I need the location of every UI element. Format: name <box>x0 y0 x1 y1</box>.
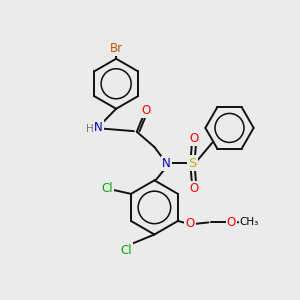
Text: Cl: Cl <box>101 182 113 195</box>
Text: O: O <box>190 182 199 195</box>
Text: N: N <box>94 122 103 134</box>
Text: H: H <box>86 124 94 134</box>
Text: N: N <box>162 157 171 170</box>
Text: S: S <box>188 157 197 170</box>
Text: O: O <box>190 132 199 145</box>
Text: CH₃: CH₃ <box>239 217 259 227</box>
Text: O: O <box>141 104 150 117</box>
Text: O: O <box>186 218 195 230</box>
Text: Br: Br <box>110 42 123 55</box>
Text: O: O <box>227 216 236 229</box>
Text: Cl: Cl <box>121 244 132 256</box>
